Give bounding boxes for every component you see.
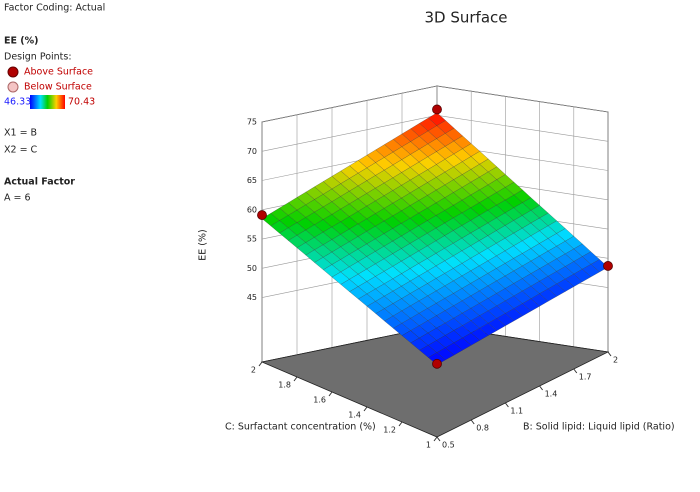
tick-mark (363, 406, 368, 412)
tick-mark (573, 368, 578, 374)
z-tick-label: 65 (247, 176, 257, 185)
x-tick-label: 0.5 (442, 441, 455, 450)
actual-title: Actual Factor (4, 177, 75, 188)
z-tick-label: 55 (247, 235, 257, 244)
scale-min: 46.33 (4, 97, 31, 108)
above-label: Above Surface (24, 67, 93, 78)
z-tick-label: 45 (247, 293, 257, 302)
design-point (257, 210, 267, 220)
design-point (432, 104, 442, 115)
tick-mark (328, 391, 333, 397)
x-axis-label: B: Solid lipid: Liquid lipid (Ratio) (523, 422, 675, 433)
chart-title: 3D Surface (424, 9, 507, 27)
below-icon (7, 81, 19, 93)
y-tick-label: 2 (251, 366, 256, 375)
x-tick-label: 1.7 (579, 373, 592, 382)
tick-mark (470, 419, 475, 425)
x2-factor: X2 = C (4, 145, 38, 156)
below-label: Below Surface (24, 82, 92, 93)
z-tick-label: 70 (247, 147, 257, 156)
above-icon (7, 66, 19, 78)
y-tick-label: 1.4 (348, 411, 361, 420)
y-tick-label: 1.8 (278, 381, 291, 390)
tick-mark (539, 385, 543, 391)
z-axis-label: EE (%) (198, 229, 209, 260)
design-point (432, 358, 442, 369)
legend-title: EE (%) (4, 36, 39, 47)
tick-mark (433, 436, 438, 442)
tick-mark (504, 402, 509, 408)
actual-factor: A = 6 (4, 193, 31, 204)
x-tick-label: 1.4 (545, 390, 558, 399)
design-point (603, 261, 613, 271)
z-tick-label: 50 (247, 264, 257, 273)
z-tick-label: 75 (247, 118, 257, 127)
tick-mark (293, 376, 298, 382)
x-tick-label: 1.1 (510, 407, 523, 416)
legend-subtitle: Design Points: (4, 52, 72, 63)
tick-mark (607, 351, 612, 357)
tick-mark (436, 436, 441, 442)
y-tick-label: 1.6 (313, 396, 326, 405)
color-bar (30, 95, 65, 109)
z-tick-label: 60 (247, 205, 257, 214)
x-tick-label: 2 (613, 356, 618, 365)
factor-coding: Factor Coding: Actual (4, 3, 105, 14)
x1-factor: X1 = B (4, 128, 37, 139)
tick-mark (398, 421, 403, 427)
scale-max: 70.43 (68, 97, 95, 108)
y-axis-label: C: Surfactant concentration (%) (225, 422, 376, 433)
y-tick-label: 1 (426, 441, 431, 450)
tick-mark (258, 361, 263, 367)
y-tick-label: 1.2 (383, 426, 396, 435)
x-tick-label: 0.8 (476, 424, 489, 433)
